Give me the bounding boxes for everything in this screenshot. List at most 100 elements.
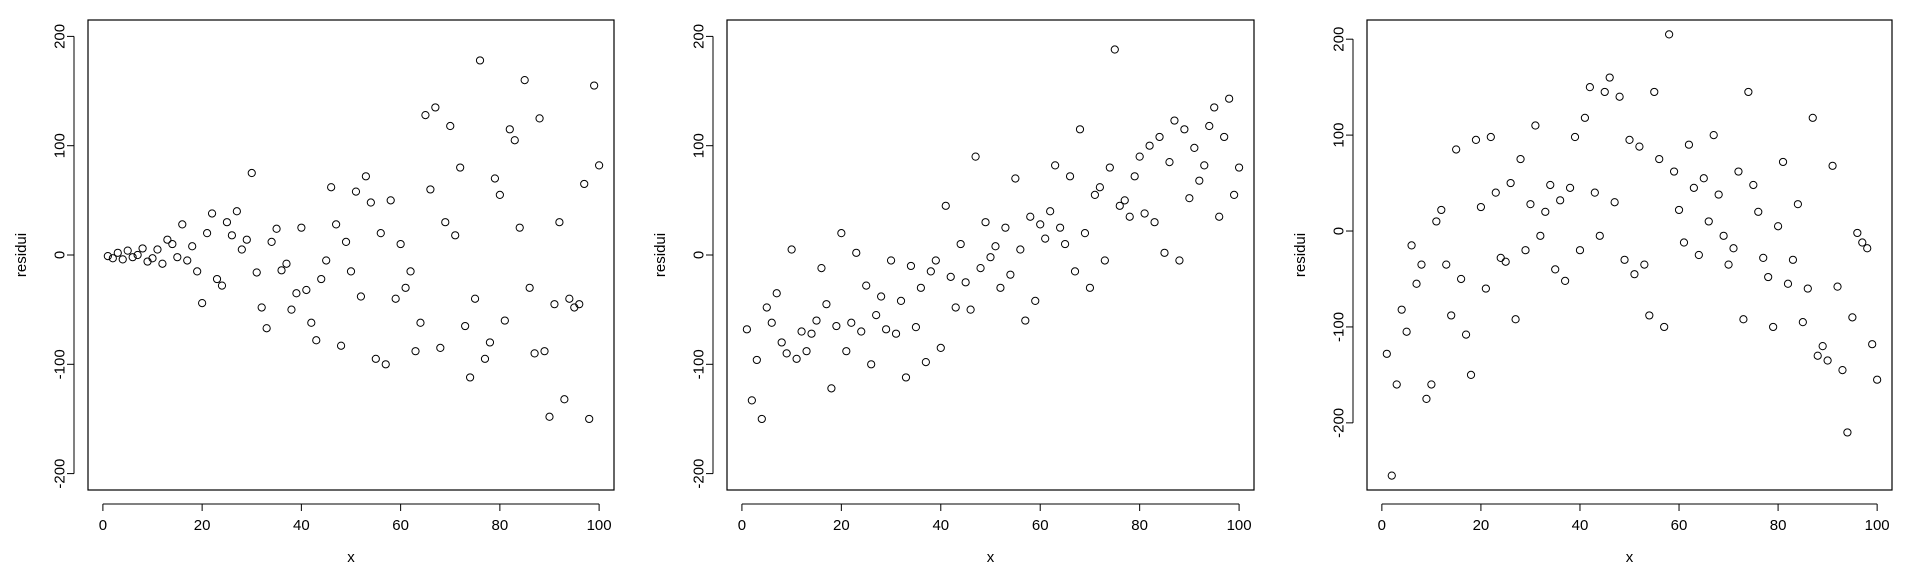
data-point bbox=[1070, 267, 1080, 276]
data-point bbox=[936, 343, 945, 353]
data-point bbox=[1729, 244, 1738, 253]
data-point bbox=[1021, 316, 1030, 325]
y-tick-label: 100 bbox=[1331, 123, 1348, 148]
data-point bbox=[441, 218, 450, 227]
data-point bbox=[1496, 253, 1505, 262]
data-point bbox=[456, 163, 465, 172]
data-point bbox=[530, 349, 539, 358]
data-point bbox=[1813, 351, 1822, 360]
data-point bbox=[178, 220, 187, 229]
data-point bbox=[217, 281, 227, 290]
data-point bbox=[1803, 284, 1812, 293]
data-point bbox=[1215, 212, 1224, 221]
data-point bbox=[401, 283, 410, 292]
data-point bbox=[1556, 196, 1565, 205]
data-point bbox=[1412, 279, 1421, 288]
data-point bbox=[1868, 340, 1877, 349]
data-point bbox=[198, 298, 207, 308]
data-point bbox=[133, 250, 142, 260]
data-point bbox=[837, 229, 846, 238]
data-point bbox=[1090, 190, 1100, 199]
data-point bbox=[772, 289, 781, 298]
data-point bbox=[1220, 132, 1229, 142]
data-point bbox=[465, 373, 475, 382]
data-point bbox=[1858, 238, 1867, 247]
data-point bbox=[787, 245, 796, 254]
data-point bbox=[1140, 209, 1149, 218]
data-point bbox=[911, 323, 921, 332]
data-point bbox=[782, 349, 791, 358]
data-point bbox=[1225, 94, 1234, 103]
data-point bbox=[1387, 471, 1396, 480]
data-point bbox=[272, 224, 281, 233]
data-point bbox=[158, 259, 167, 268]
data-point bbox=[1635, 142, 1644, 151]
data-point bbox=[1764, 272, 1773, 282]
data-point bbox=[1833, 282, 1842, 291]
data-point bbox=[1565, 183, 1575, 192]
x-tick-label: 0 bbox=[99, 517, 107, 534]
data-point bbox=[1447, 311, 1456, 320]
data-point bbox=[1056, 223, 1065, 232]
x-tick-label: 40 bbox=[932, 517, 949, 534]
data-point bbox=[916, 283, 925, 292]
data-point bbox=[1778, 157, 1788, 167]
x-tick-label: 80 bbox=[1131, 517, 1148, 534]
data-point bbox=[1185, 194, 1194, 203]
data-point bbox=[1511, 315, 1520, 324]
plot-frame bbox=[1366, 19, 1893, 491]
data-point bbox=[555, 218, 564, 227]
data-point bbox=[287, 305, 296, 314]
data-point bbox=[1175, 256, 1184, 265]
data-point bbox=[267, 237, 276, 246]
data-point bbox=[1640, 260, 1649, 269]
data-point bbox=[1605, 73, 1614, 82]
data-point bbox=[1170, 116, 1179, 125]
data-point bbox=[1060, 239, 1070, 249]
data-point bbox=[1625, 135, 1634, 144]
x-axis-label: x bbox=[987, 549, 995, 566]
y-axis-label: residui bbox=[13, 233, 30, 277]
data-point bbox=[941, 201, 950, 210]
data-point bbox=[490, 174, 500, 183]
data-point bbox=[1674, 205, 1684, 215]
data-point bbox=[1105, 163, 1114, 172]
data-point bbox=[148, 254, 157, 263]
data-point bbox=[822, 300, 831, 309]
x-tick-label: 60 bbox=[1671, 517, 1688, 534]
data-point bbox=[461, 321, 470, 331]
data-point bbox=[1838, 366, 1847, 375]
data-point bbox=[535, 114, 544, 123]
data-point bbox=[1135, 152, 1144, 161]
data-point bbox=[1491, 188, 1500, 197]
data-point bbox=[485, 338, 495, 347]
data-point bbox=[881, 325, 891, 334]
data-point bbox=[1466, 370, 1476, 379]
data-point bbox=[951, 303, 960, 312]
data-point bbox=[842, 347, 851, 356]
x-tick-label: 100 bbox=[587, 517, 612, 534]
data-point bbox=[991, 242, 1000, 251]
data-point bbox=[1541, 207, 1550, 216]
data-point bbox=[981, 218, 990, 227]
data-point bbox=[1051, 161, 1060, 170]
data-point bbox=[847, 318, 856, 327]
data-point bbox=[1407, 241, 1416, 250]
data-point bbox=[327, 183, 336, 192]
x-tick-label: 100 bbox=[1227, 517, 1252, 534]
data-point bbox=[971, 152, 980, 161]
data-point bbox=[1437, 205, 1446, 215]
data-point bbox=[877, 292, 886, 301]
data-point bbox=[436, 343, 445, 353]
data-point bbox=[1714, 190, 1723, 199]
data-point bbox=[996, 283, 1005, 292]
data-point bbox=[1417, 260, 1426, 269]
data-point bbox=[336, 341, 346, 350]
data-point bbox=[1739, 315, 1748, 324]
data-point bbox=[1402, 327, 1411, 336]
data-point bbox=[212, 274, 222, 284]
data-point bbox=[232, 207, 241, 216]
data-point bbox=[510, 136, 519, 145]
data-point bbox=[277, 266, 286, 275]
